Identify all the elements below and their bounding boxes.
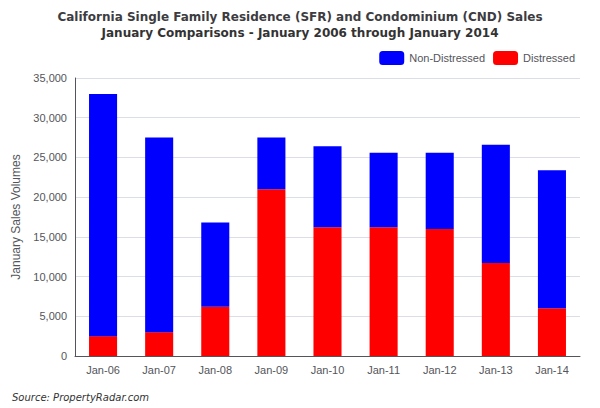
svg-text:35,000: 35,000 [33,72,67,84]
svg-text:Jan-06: Jan-06 [86,364,120,376]
svg-text:Jan-08: Jan-08 [198,364,232,376]
svg-text:Jan-11: Jan-11 [367,364,400,376]
svg-text:Jan-14: Jan-14 [535,364,569,376]
svg-text:California Single Family Resid: California Single Family Residence (SFR)… [57,10,542,24]
svg-text:25,000: 25,000 [33,151,67,163]
svg-text:Distressed: Distressed [523,52,575,64]
svg-text:Non-Distressed: Non-Distressed [409,52,485,64]
svg-text:10,000: 10,000 [33,271,67,283]
svg-text:20,000: 20,000 [33,191,67,203]
svg-text:Jan-07: Jan-07 [142,364,176,376]
svg-text:30,000: 30,000 [33,112,67,124]
svg-text:15,000: 15,000 [33,231,67,243]
svg-text:Jan-10: Jan-10 [311,364,345,376]
svg-text:0: 0 [61,350,67,362]
svg-text:Jan-13: Jan-13 [479,364,513,376]
svg-text:Jan-12: Jan-12 [423,364,457,376]
svg-text:January Sales Volumes: January Sales Volumes [9,154,23,279]
svg-text:Source: PropertyRadar.com: Source: PropertyRadar.com [12,392,149,403]
svg-text:5,000: 5,000 [39,310,67,322]
svg-text:Jan-09: Jan-09 [255,364,289,376]
svg-text:January Comparisons - January: January Comparisons - January 2006 throu… [101,26,499,40]
